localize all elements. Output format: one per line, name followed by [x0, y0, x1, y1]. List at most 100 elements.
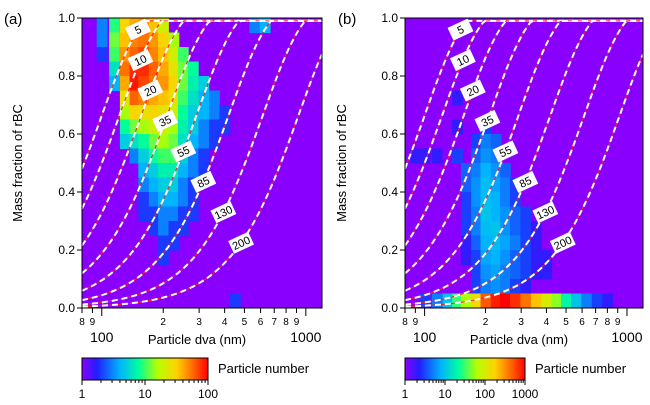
x-tick-label-minor: 9 — [90, 317, 96, 328]
contour-line-white — [82, 19, 322, 169]
heatmap-cell — [471, 134, 482, 150]
colorbar-gradient — [404, 357, 526, 381]
y-tick-label: 0.0 — [58, 301, 75, 315]
heatmap-cell — [119, 61, 131, 77]
heatmap-cell — [541, 293, 553, 308]
y-tick-label: 1.0 — [58, 11, 75, 25]
heatmap-cell — [119, 76, 131, 92]
heatmap-cell — [530, 293, 542, 308]
heatmap-cell — [168, 177, 180, 193]
heatmap-cell — [500, 293, 511, 308]
x-tick-label-minor: 5 — [563, 317, 569, 328]
heatmap-cell — [471, 235, 482, 251]
heatmap-cell — [148, 105, 160, 121]
colorbar-label: Particle number — [218, 361, 310, 376]
heatmap-cell — [129, 134, 141, 150]
heatmap-cell — [168, 221, 180, 237]
contour-label-bg — [512, 170, 539, 193]
heatmap-cell — [500, 163, 511, 179]
heatmap-cell — [452, 293, 463, 308]
y-tick-label: 0.4 — [58, 185, 75, 199]
heatmap-cell — [168, 61, 180, 77]
heatmap-cell — [187, 90, 199, 106]
heatmap-cell — [209, 119, 220, 135]
contour-label-text: 55 — [176, 144, 192, 160]
contour-line-white — [405, 53, 643, 308]
heatmap-cell — [471, 192, 482, 208]
heatmap-cell — [460, 192, 472, 208]
heatmap-cell — [480, 206, 492, 222]
contour-label-bg — [449, 49, 476, 72]
heatmap-cell — [129, 105, 141, 121]
heatmap-cell — [480, 264, 492, 280]
heatmap-cell — [198, 90, 210, 106]
contour-label-text: 10 — [133, 53, 149, 69]
heatmap-cell — [168, 32, 180, 48]
contour-label-text: 35 — [157, 114, 173, 130]
heatmap-cell — [471, 250, 482, 266]
y-tick-label: 0.2 — [58, 243, 75, 257]
heatmap-cell — [198, 105, 210, 121]
heatmap-cell — [490, 250, 502, 266]
heatmap-cell — [158, 90, 169, 106]
heatmap-cell — [158, 148, 169, 164]
heatmap-cell — [510, 221, 521, 237]
heatmap-cell — [177, 221, 189, 237]
y-tick-label: 1.0 — [381, 11, 398, 25]
heatmap-cell — [471, 279, 482, 295]
heatmap-cell — [581, 293, 592, 308]
heatmap-cell — [138, 192, 150, 208]
contour-label-bg — [170, 140, 197, 163]
heatmap-cell — [168, 163, 180, 179]
x-tick-label-minor: 4 — [222, 317, 228, 328]
y-axis-label: Mass fraction of rBC — [10, 104, 25, 222]
heatmap-cell — [168, 192, 180, 208]
x-tick-label-minor: 2 — [160, 317, 166, 328]
heatmap-cell — [158, 250, 169, 266]
colorbar-tick-label: 1000 — [512, 387, 539, 401]
heatmap-cell — [460, 250, 472, 266]
heatmap-cell — [138, 148, 150, 164]
colorbar-tick-label: 100 — [475, 387, 495, 401]
heatmap-cell — [480, 221, 492, 237]
x-tick-label-minor: 8 — [283, 317, 289, 328]
heatmap-cell — [452, 90, 463, 106]
heatmap-cell — [148, 32, 160, 48]
colorbar-label: Particle number — [535, 361, 627, 376]
heatmap-cell — [177, 177, 189, 193]
x-tick-label-minor: 3 — [518, 317, 524, 328]
colorbar-tick-label: 10 — [438, 387, 452, 401]
heatmap-cell — [158, 32, 169, 48]
x-tick-label-minor: 8 — [605, 317, 611, 328]
heatmap-cell — [109, 32, 120, 48]
x-tick-label-minor: 8 — [79, 317, 85, 328]
heatmap-cell — [471, 177, 482, 193]
heatmap-cell — [471, 206, 482, 222]
heatmap-cell — [148, 61, 160, 77]
heatmap-cell — [96, 18, 108, 34]
heatmap-cell — [500, 177, 511, 193]
heatmap-cell — [158, 235, 169, 251]
heatmap-cell — [551, 293, 563, 308]
heatmap-cell — [138, 206, 150, 222]
heatmap-cell — [168, 119, 180, 135]
heatmap-cell — [490, 163, 502, 179]
heatmap-cell — [177, 119, 189, 135]
contour-label: 20 — [459, 79, 486, 102]
heatmap-cell — [591, 293, 603, 308]
heatmap-cell — [198, 76, 210, 92]
heatmap-cell — [187, 206, 199, 222]
heatmap-cell — [500, 192, 511, 208]
heatmap-cell — [510, 192, 521, 208]
panel-label: (a) — [4, 11, 22, 28]
heatmap-cell — [96, 32, 108, 48]
heatmap-cell — [500, 250, 511, 266]
heatmap-cell — [442, 293, 454, 308]
heatmap-cell — [490, 264, 502, 280]
y-tick-label: 0.6 — [381, 127, 398, 141]
heatmap-cell — [490, 221, 502, 237]
heatmap-cell — [119, 119, 131, 135]
heatmap-cell — [460, 206, 472, 222]
heatmap-cell — [480, 250, 492, 266]
